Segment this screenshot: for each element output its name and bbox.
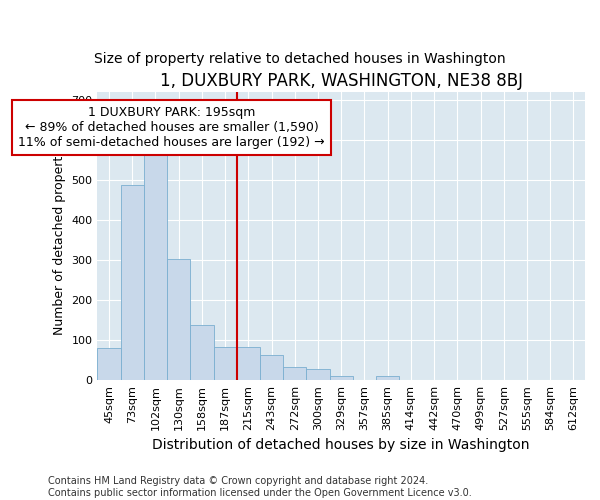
Bar [260, 356, 283, 380]
Bar [214, 347, 237, 380]
Text: Size of property relative to detached houses in Washington: Size of property relative to detached ho… [94, 52, 506, 66]
Bar [97, 348, 121, 380]
Bar [190, 326, 214, 380]
Text: 1 DUXBURY PARK: 195sqm
← 89% of detached houses are smaller (1,590)
11% of semi-: 1 DUXBURY PARK: 195sqm ← 89% of detached… [19, 106, 325, 149]
Bar [307, 370, 329, 380]
Bar [329, 376, 353, 380]
Bar [376, 376, 399, 380]
Bar [121, 186, 144, 380]
Title: 1, DUXBURY PARK, WASHINGTON, NE38 8BJ: 1, DUXBURY PARK, WASHINGTON, NE38 8BJ [160, 72, 523, 90]
Bar [167, 259, 190, 380]
Y-axis label: Number of detached properties: Number of detached properties [53, 138, 66, 334]
Bar [283, 368, 307, 380]
X-axis label: Distribution of detached houses by size in Washington: Distribution of detached houses by size … [152, 438, 530, 452]
Bar [237, 347, 260, 380]
Text: Contains HM Land Registry data © Crown copyright and database right 2024.
Contai: Contains HM Land Registry data © Crown c… [48, 476, 472, 498]
Bar [144, 153, 167, 380]
